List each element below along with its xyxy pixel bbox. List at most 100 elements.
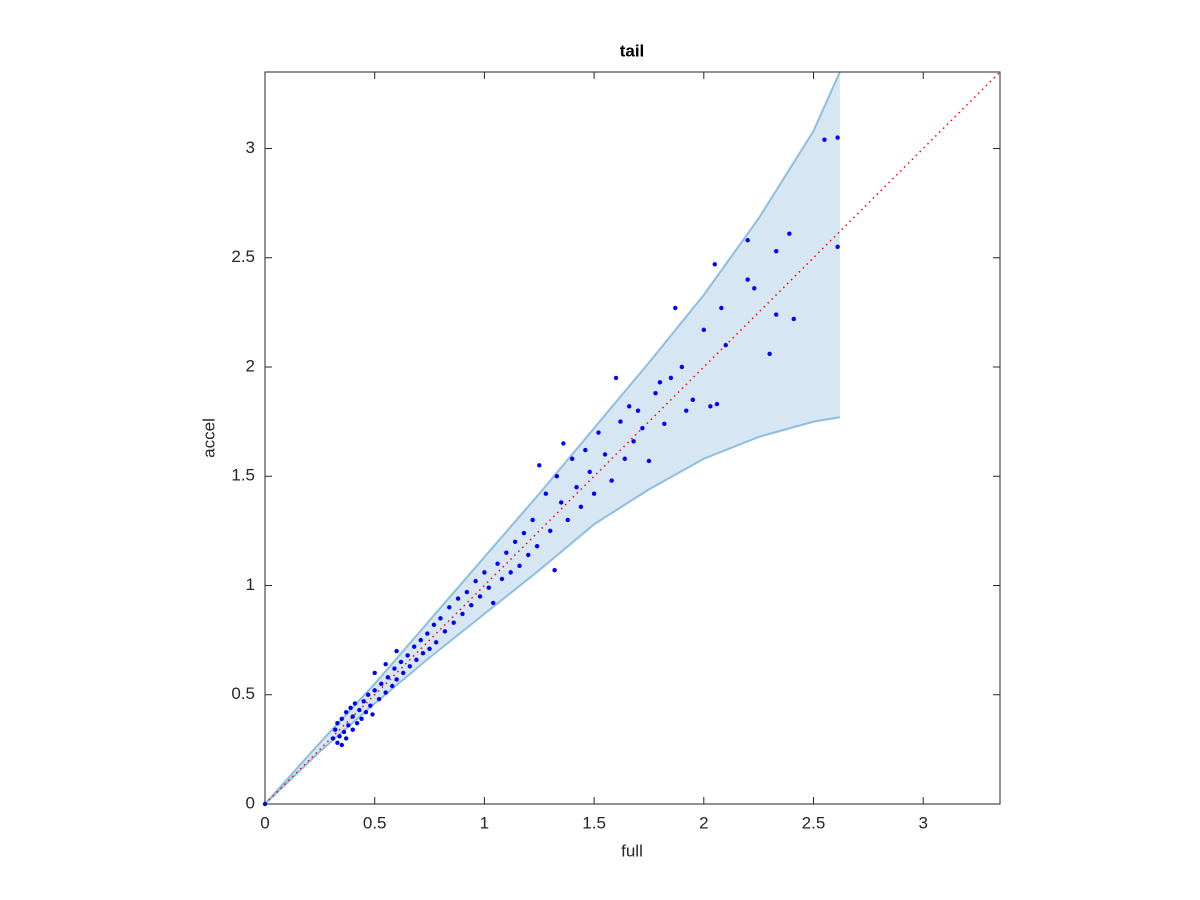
x-tick-label: 2	[699, 813, 708, 832]
x-tick-label: 0.5	[363, 813, 387, 832]
data-point	[490, 600, 496, 606]
y-tick-label: 1	[246, 575, 255, 594]
data-point	[464, 589, 470, 595]
data-point	[583, 447, 588, 453]
data-point	[745, 277, 750, 282]
data-point	[745, 238, 750, 243]
data-point	[646, 458, 652, 464]
data-point	[822, 137, 827, 142]
data-point	[390, 683, 395, 689]
data-point	[477, 594, 483, 599]
data-point	[574, 484, 579, 490]
data-point	[668, 375, 674, 381]
data-point	[460, 611, 465, 617]
data-point	[385, 675, 391, 680]
data-point	[526, 552, 531, 558]
data-point	[473, 578, 478, 584]
data-point	[565, 517, 570, 523]
data-point	[723, 342, 728, 348]
data-point	[343, 710, 349, 715]
data-point	[438, 616, 443, 621]
data-point	[701, 327, 707, 333]
y-tick-label: 0.5	[231, 684, 255, 703]
data-point	[774, 248, 779, 254]
y-tick-label: 2	[246, 356, 255, 375]
x-tick-label: 2.5	[802, 813, 826, 832]
data-point	[330, 736, 336, 741]
data-point	[335, 720, 340, 726]
data-point	[365, 692, 371, 697]
data-point	[425, 631, 430, 636]
data-point	[433, 640, 439, 645]
data-point	[627, 404, 632, 409]
data-point	[352, 701, 358, 706]
data-point	[451, 620, 456, 625]
data-point	[787, 231, 792, 236]
data-point	[609, 478, 614, 483]
data-point	[640, 425, 645, 431]
data-point	[469, 602, 474, 608]
data-point	[602, 452, 608, 457]
data-point	[622, 456, 628, 461]
data-point	[339, 716, 344, 721]
data-point	[530, 517, 535, 523]
axes-box	[264, 71, 1001, 805]
data-point	[398, 659, 404, 665]
plot-area: 0 0.5 1 1.5 2 2.5 3 0 0.5 1 1.5 2 2.5 3	[231, 71, 1001, 832]
y-tick-label: 3	[246, 138, 255, 157]
data-point	[405, 653, 410, 658]
data-point	[752, 286, 757, 291]
data-point	[552, 567, 557, 573]
data-point	[561, 441, 566, 446]
data-point	[394, 648, 399, 654]
data-point	[346, 723, 351, 728]
data-point	[508, 570, 513, 575]
data-point	[368, 703, 373, 708]
data-point	[657, 380, 663, 385]
data-point	[596, 430, 601, 435]
data-point	[361, 699, 366, 704]
data-point	[712, 262, 717, 267]
data-point	[569, 456, 575, 461]
data-point	[774, 312, 779, 317]
data-point	[591, 491, 597, 496]
data-point	[517, 563, 522, 569]
data-point	[578, 504, 584, 510]
data-point	[372, 670, 377, 676]
data-point	[662, 421, 667, 426]
data-point	[714, 401, 720, 407]
data-point	[679, 364, 685, 370]
data-point	[482, 570, 487, 575]
confidence-band	[265, 72, 840, 804]
data-point	[835, 135, 840, 140]
data-point	[486, 585, 491, 590]
data-point	[354, 720, 360, 726]
data-point	[690, 397, 696, 402]
data-point	[631, 439, 636, 444]
data-point	[767, 351, 772, 357]
data-point	[341, 729, 347, 735]
x-tick-label: 0	[260, 813, 269, 832]
data-point	[653, 391, 658, 396]
data-point	[512, 539, 518, 544]
data-point	[534, 543, 540, 549]
data-point	[521, 530, 527, 536]
data-point	[684, 408, 689, 413]
data-point	[420, 651, 426, 656]
x-tick-label: 1.5	[582, 813, 606, 832]
data-point	[442, 629, 448, 634]
data-point	[543, 491, 549, 496]
data-point	[383, 661, 388, 667]
data-point	[635, 408, 641, 413]
data-point	[548, 528, 553, 534]
data-point	[499, 576, 505, 582]
x-axis-label: full	[621, 841, 643, 860]
reference-line	[264, 71, 1001, 805]
data-point	[348, 705, 353, 711]
chart-title: tail	[620, 41, 645, 60]
data-point	[343, 736, 349, 741]
data-point	[673, 305, 678, 311]
data-point	[618, 419, 623, 424]
data-point	[427, 646, 432, 652]
